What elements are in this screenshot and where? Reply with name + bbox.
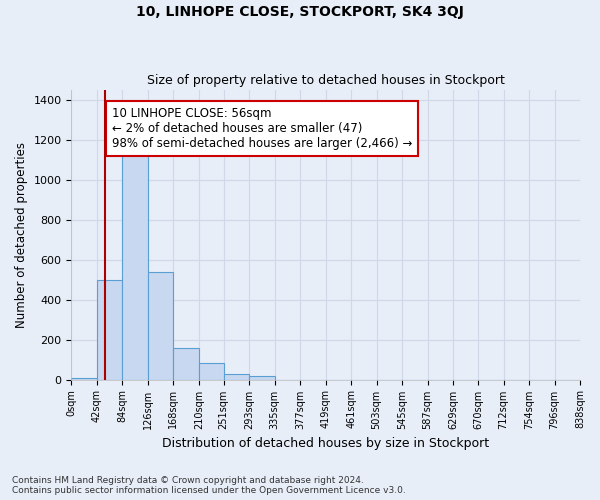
Text: 10, LINHOPE CLOSE, STOCKPORT, SK4 3QJ: 10, LINHOPE CLOSE, STOCKPORT, SK4 3QJ <box>136 5 464 19</box>
Bar <box>71 378 97 380</box>
X-axis label: Distribution of detached houses by size in Stockport: Distribution of detached houses by size … <box>162 437 489 450</box>
Bar <box>97 280 122 380</box>
Bar <box>199 362 224 380</box>
Bar <box>224 374 249 380</box>
Y-axis label: Number of detached properties: Number of detached properties <box>15 142 28 328</box>
Text: 10 LINHOPE CLOSE: 56sqm
← 2% of detached houses are smaller (47)
98% of semi-det: 10 LINHOPE CLOSE: 56sqm ← 2% of detached… <box>112 107 412 150</box>
Bar <box>122 150 148 380</box>
Title: Size of property relative to detached houses in Stockport: Size of property relative to detached ho… <box>147 74 505 87</box>
Bar <box>249 376 275 380</box>
Text: Contains HM Land Registry data © Crown copyright and database right 2024.
Contai: Contains HM Land Registry data © Crown c… <box>12 476 406 495</box>
Bar <box>148 272 173 380</box>
Bar <box>173 348 199 380</box>
